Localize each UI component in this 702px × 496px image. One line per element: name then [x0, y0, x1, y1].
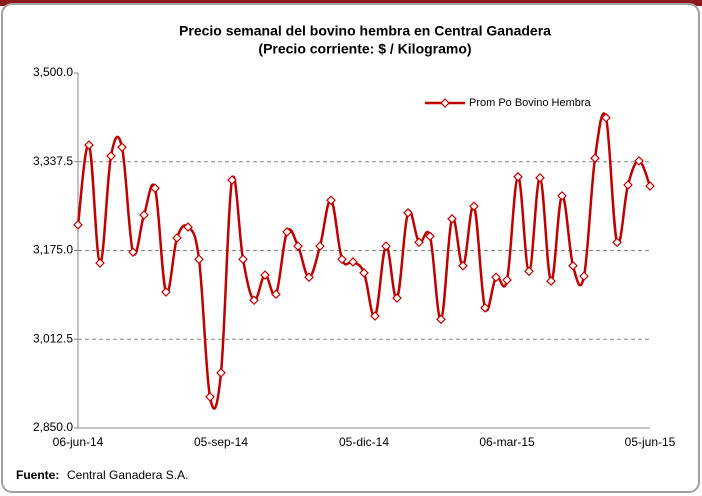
- point-marker: [161, 287, 171, 297]
- point-marker: [612, 237, 622, 248]
- point-marker: [381, 241, 391, 251]
- point-marker: [73, 219, 83, 230]
- point-marker: [469, 201, 479, 212]
- point-marker: [557, 191, 567, 201]
- chart-title: Precio semanal del bovino hembra en Cent…: [179, 23, 551, 39]
- point-marker: [139, 210, 149, 220]
- y-tick-label: 3,175.0: [33, 243, 73, 257]
- point-marker: [634, 156, 644, 166]
- point-marker: [645, 181, 655, 191]
- point-marker: [436, 314, 446, 325]
- point-marker: [150, 183, 160, 194]
- x-tick-label: 05-sep-14: [194, 435, 248, 449]
- y-tick-label: 3,500.0: [33, 65, 73, 79]
- point-marker: [425, 231, 435, 242]
- point-marker: [106, 151, 116, 161]
- point-marker: [183, 222, 193, 232]
- legend-marker: [440, 98, 450, 108]
- x-tick-label: 05-dic-14: [339, 435, 389, 449]
- point-marker: [491, 272, 501, 283]
- y-tick-label: 3,012.5: [33, 331, 73, 345]
- point-marker: [282, 227, 292, 237]
- point-marker: [337, 254, 347, 265]
- point-marker: [480, 302, 490, 313]
- legend-label: Prom Po Bovino Hembra: [469, 97, 592, 109]
- y-tick-label: 3,337.5: [33, 154, 73, 168]
- chart-frame: [1, 3, 700, 493]
- x-tick-label: 06-jun-14: [53, 435, 104, 449]
- point-marker: [172, 233, 182, 243]
- point-marker: [205, 392, 215, 402]
- point-marker: [84, 140, 94, 150]
- point-marker: [304, 272, 314, 283]
- point-marker: [260, 270, 270, 280]
- point-marker: [590, 153, 600, 164]
- x-tick-label: 06-mar-15: [479, 435, 535, 449]
- source-text: Central Ganadera S.A.: [67, 468, 188, 482]
- point-marker: [216, 367, 226, 378]
- point-marker: [348, 257, 358, 267]
- point-marker: [502, 275, 512, 285]
- point-marker: [403, 207, 413, 218]
- point-marker: [249, 295, 259, 306]
- chart-subtitle: (Precio corriente: $ / Kilogramo): [258, 41, 471, 57]
- point-marker: [623, 180, 633, 190]
- point-marker: [568, 260, 578, 271]
- point-marker: [546, 276, 556, 286]
- point-marker: [601, 112, 611, 123]
- point-marker: [293, 241, 303, 251]
- point-marker: [535, 173, 545, 183]
- point-marker: [458, 260, 468, 271]
- point-marker: [392, 293, 402, 303]
- x-tick-label: 05-jun-15: [625, 435, 676, 449]
- point-marker: [447, 213, 457, 224]
- point-marker: [524, 266, 534, 277]
- point-marker: [370, 311, 380, 321]
- point-marker: [128, 247, 138, 257]
- point-marker: [326, 195, 336, 206]
- series-line: [76, 112, 652, 410]
- point-marker: [271, 289, 281, 300]
- point-marker: [513, 171, 523, 182]
- point-marker: [414, 237, 424, 248]
- point-marker: [194, 254, 204, 265]
- source-label: Fuente:: [16, 468, 59, 482]
- point-marker: [227, 175, 237, 185]
- point-marker: [95, 258, 105, 268]
- point-marker: [117, 142, 127, 153]
- y-tick-label: 2,850.0: [33, 420, 73, 434]
- point-marker: [315, 241, 325, 251]
- point-marker: [359, 268, 369, 278]
- point-marker: [579, 271, 589, 282]
- point-marker: [238, 254, 248, 265]
